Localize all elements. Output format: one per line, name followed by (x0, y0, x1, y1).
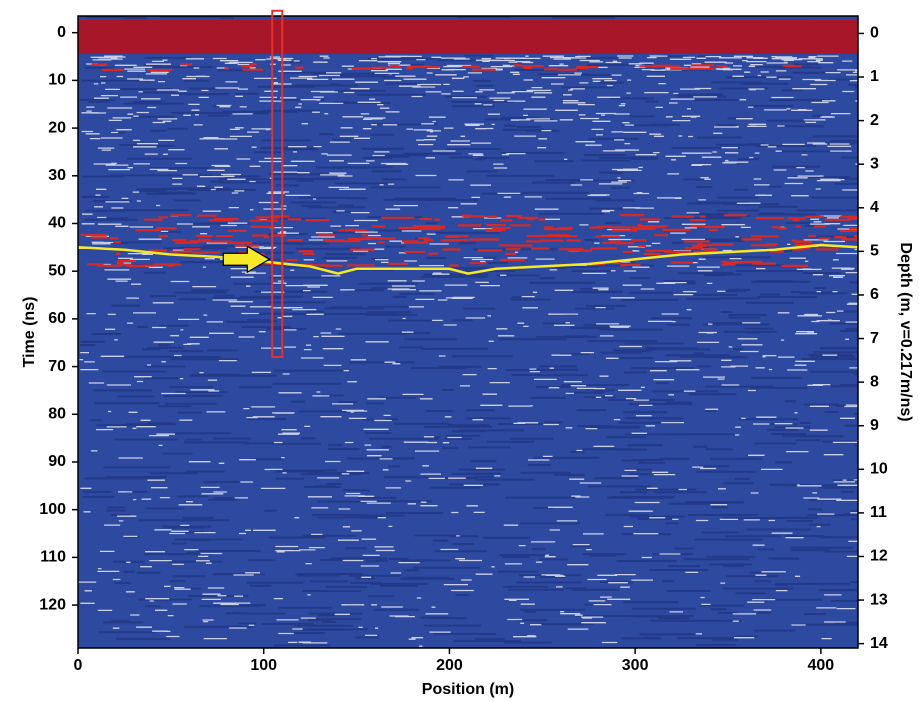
y2-tick-label: 9 (870, 417, 879, 434)
arrow (222, 245, 271, 274)
x-tick-label: 0 (74, 657, 83, 674)
y2-tick-label: 5 (870, 243, 879, 260)
y2-tick-label: 6 (870, 286, 879, 303)
x-tick-label: 300 (622, 657, 649, 674)
y-tick-label: 10 (48, 72, 66, 89)
y2-tick-label: 14 (870, 635, 888, 652)
y-tick-label: 80 (48, 405, 66, 422)
y2-tick-label: 4 (870, 199, 879, 216)
y2-tick-label: 7 (870, 330, 879, 347)
x-tick-label: 200 (436, 657, 463, 674)
y-tick-label: 120 (39, 596, 66, 613)
y2-tick-label: 8 (870, 373, 879, 390)
x-axis-label: Position (m) (422, 681, 514, 698)
y2-tick-label: 0 (870, 25, 879, 42)
y-tick-label: 60 (48, 310, 66, 327)
plot-frame (77, 15, 859, 649)
y-tick-label: 50 (48, 262, 66, 279)
y-tick-label: 40 (48, 215, 66, 232)
texture-light (78, 55, 858, 647)
overlay (77, 243, 859, 275)
x-tick-label: 400 (808, 657, 835, 674)
y2-tick-label: 13 (870, 591, 888, 608)
highlight-box (271, 9, 284, 359)
y2-tick-label: 3 (870, 155, 879, 172)
y2-axis-label: Depth (m, v=0.217m/ns) (897, 242, 914, 421)
y2-tick-label: 2 (870, 112, 879, 129)
texture-red (80, 63, 858, 267)
y-tick-label: 100 (39, 501, 66, 518)
y-tick-label: 20 (48, 119, 66, 136)
y-tick-label: 110 (40, 549, 66, 566)
y2-tick-label: 11 (870, 504, 887, 521)
y-tick-label: 0 (57, 24, 66, 41)
y-tick-label: 30 (48, 167, 66, 184)
y-tick-label: 70 (48, 358, 66, 375)
y-tick-label: 90 (48, 453, 66, 470)
y2-tick-label: 10 (870, 461, 888, 478)
y-axis-label: Time (ns) (21, 297, 38, 368)
radargram-texture (78, 16, 858, 647)
y2-tick-label: 1 (870, 68, 879, 85)
x-tick-label: 100 (250, 657, 277, 674)
texture-red-band (78, 20, 858, 54)
y2-tick-label: 12 (870, 548, 888, 565)
